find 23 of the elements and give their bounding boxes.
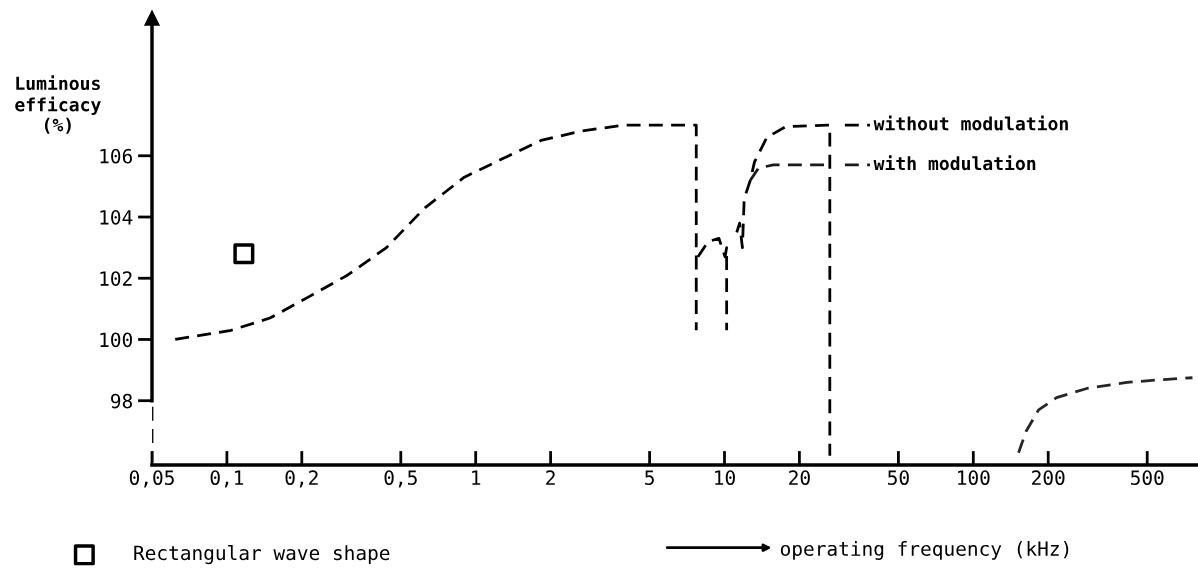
x-tick-label: 20 xyxy=(789,470,810,486)
x-tick-label: 500 xyxy=(1131,470,1164,486)
x-tick-label: 0,05 xyxy=(129,470,174,488)
x-tick-label: 10 xyxy=(715,470,735,486)
x-tick-label: 0,5 xyxy=(384,470,417,488)
x-tick-label: 200 xyxy=(1032,470,1065,486)
legend-label: without modulation xyxy=(873,115,1068,131)
x-tick-label: 2 xyxy=(546,470,555,485)
x-tick-label: 0,2 xyxy=(285,470,318,488)
x-tick-label: 5 xyxy=(645,470,654,486)
y-tick-label: 100 xyxy=(100,332,132,348)
x-tick-label: 0,1 xyxy=(210,470,244,488)
x-tick-label: 50 xyxy=(888,470,909,486)
legend-label: with modulation xyxy=(873,155,1036,171)
y-axis-title: Luminous efficacy (%) xyxy=(15,75,101,134)
y-tick-label: 106 xyxy=(100,148,132,164)
y-tick-label: 104 xyxy=(100,210,133,225)
y-tick-label: 98 xyxy=(111,393,133,409)
x-tick-label: 1 xyxy=(472,470,481,485)
legend-label: Rectangular wave shape xyxy=(134,545,390,565)
x-axis-title: operating frequency (kHz) xyxy=(780,540,1069,560)
y-tick-label: 102 xyxy=(100,271,132,286)
x-tick-label: 100 xyxy=(958,470,990,486)
